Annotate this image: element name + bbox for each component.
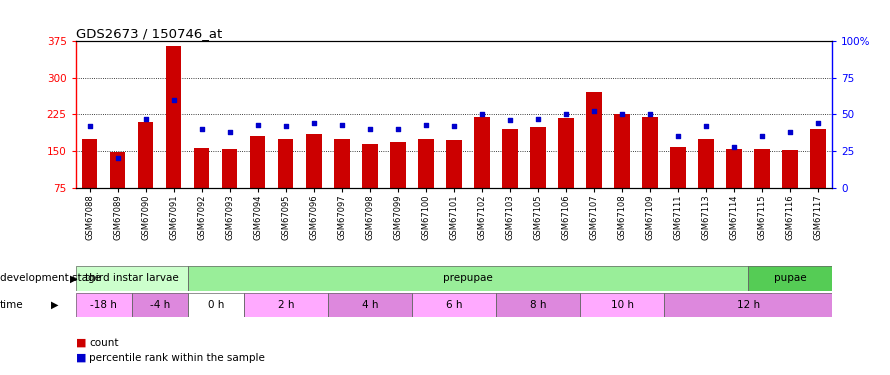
Bar	[580, 292, 664, 317]
Bar	[748, 266, 832, 291]
Bar	[811, 129, 826, 188]
Bar	[390, 142, 406, 188]
Bar	[418, 139, 433, 188]
Bar	[530, 127, 546, 188]
Text: ▶: ▶	[70, 273, 77, 284]
Point	[251, 122, 265, 128]
Bar	[132, 292, 188, 317]
Bar	[755, 148, 770, 188]
Point	[222, 129, 237, 135]
Bar	[328, 292, 412, 317]
Point	[391, 126, 405, 132]
Bar	[194, 147, 209, 188]
Bar	[250, 136, 265, 188]
Bar	[664, 292, 832, 317]
Text: count: count	[89, 338, 118, 348]
Text: ■: ■	[76, 338, 86, 348]
Text: pupae: pupae	[773, 273, 806, 284]
Bar	[132, 292, 188, 317]
Point	[363, 126, 377, 132]
Point	[166, 97, 181, 103]
Bar	[496, 292, 580, 317]
Point	[447, 123, 461, 129]
Bar	[580, 292, 664, 317]
Bar	[110, 152, 125, 188]
Bar	[726, 148, 741, 188]
Bar	[699, 139, 714, 188]
Point	[615, 111, 629, 117]
Point	[307, 120, 321, 126]
Bar	[188, 266, 748, 291]
Point	[671, 134, 685, 140]
Point	[195, 126, 209, 132]
Point	[755, 134, 769, 140]
Point	[727, 144, 741, 150]
Bar	[334, 139, 350, 188]
Bar	[76, 292, 132, 317]
Point	[139, 116, 153, 122]
Bar	[76, 266, 188, 291]
Bar	[748, 266, 832, 291]
Bar	[558, 118, 574, 188]
Bar	[82, 139, 97, 188]
Bar	[76, 266, 188, 291]
Text: development stage: development stage	[0, 273, 101, 284]
Point	[335, 122, 349, 128]
Point	[587, 108, 601, 114]
Bar	[664, 292, 832, 317]
Text: GDS2673 / 150746_at: GDS2673 / 150746_at	[76, 27, 222, 40]
Bar	[188, 266, 748, 291]
Bar	[328, 292, 412, 317]
Bar	[306, 134, 321, 188]
Bar	[188, 292, 244, 317]
Point	[811, 120, 825, 126]
Text: 4 h: 4 h	[361, 300, 378, 310]
Bar	[188, 292, 244, 317]
Text: 0 h: 0 h	[207, 300, 224, 310]
Bar	[614, 114, 630, 188]
Point	[474, 111, 489, 117]
Text: third instar larvae: third instar larvae	[85, 273, 179, 284]
Point	[699, 123, 713, 129]
Point	[419, 122, 433, 128]
Bar	[474, 117, 490, 188]
Bar	[76, 292, 132, 317]
Point	[110, 155, 125, 161]
Bar	[138, 122, 153, 188]
Bar	[222, 148, 238, 188]
Point	[503, 117, 517, 123]
Text: 6 h: 6 h	[446, 300, 462, 310]
Bar	[496, 292, 580, 317]
Bar	[166, 46, 182, 188]
Text: ■: ■	[76, 353, 86, 363]
Bar	[643, 117, 658, 188]
Point	[559, 111, 573, 117]
Text: prepupae: prepupae	[443, 273, 493, 284]
Text: -18 h: -18 h	[90, 300, 117, 310]
Text: time: time	[0, 300, 24, 310]
Bar	[412, 292, 496, 317]
Bar	[446, 140, 462, 188]
Bar	[278, 139, 294, 188]
Text: percentile rank within the sample: percentile rank within the sample	[89, 353, 265, 363]
Bar	[670, 147, 686, 188]
Text: 10 h: 10 h	[611, 300, 634, 310]
Point	[83, 123, 97, 129]
Text: 2 h: 2 h	[278, 300, 294, 310]
Bar	[587, 93, 602, 188]
Bar	[782, 150, 797, 188]
Point	[279, 123, 293, 129]
Text: -4 h: -4 h	[150, 300, 170, 310]
Point	[530, 116, 545, 122]
Text: 12 h: 12 h	[737, 300, 760, 310]
Text: ▶: ▶	[51, 300, 58, 310]
Text: 8 h: 8 h	[530, 300, 546, 310]
Point	[783, 129, 797, 135]
Bar	[412, 292, 496, 317]
Point	[643, 111, 657, 117]
Bar	[244, 292, 328, 317]
Bar	[502, 129, 518, 188]
Bar	[244, 292, 328, 317]
Bar	[362, 144, 377, 188]
